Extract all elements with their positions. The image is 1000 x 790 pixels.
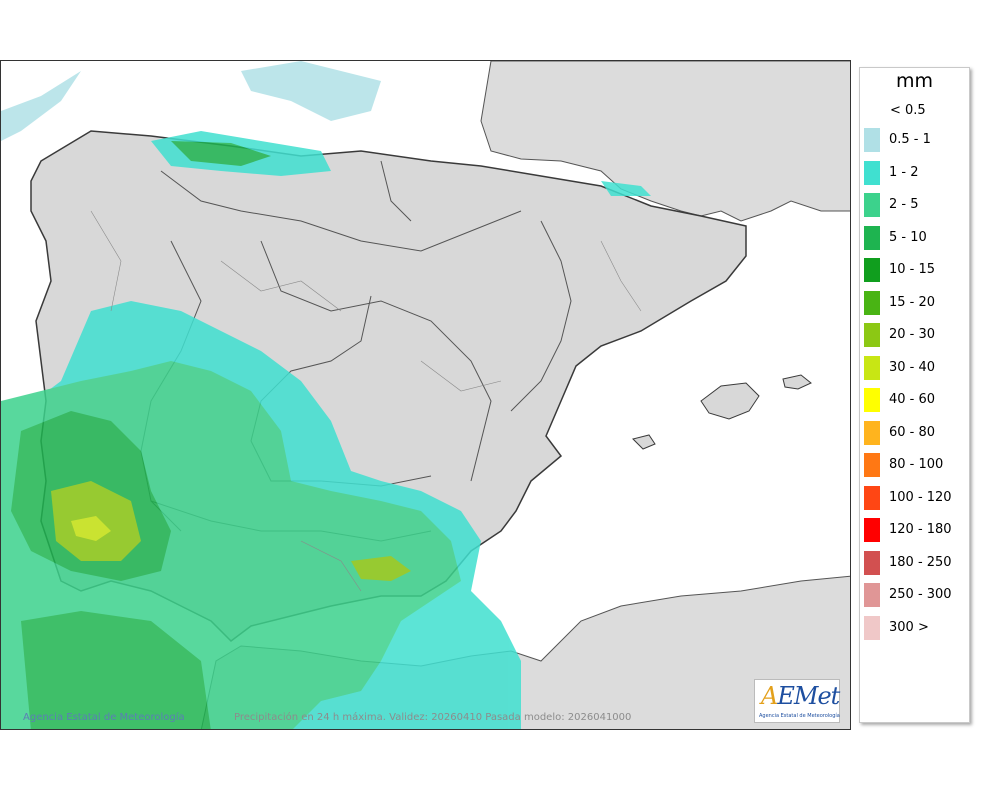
legend-label: 40 - 60 [889,392,936,407]
legend-item: 180 - 250 [864,550,969,575]
menorca [782,374,812,390]
legend-label: 10 - 15 [889,262,936,277]
legend-item: 30 - 40 [864,355,969,380]
aemet-logo: AEMet Agencia Estatal de Meteorología [754,679,840,723]
precipitation-map: Agencia Estatal de Meteorología Precipit… [0,60,851,730]
legend-item: 2 - 5 [864,193,969,217]
legend-label: 180 - 250 [889,554,952,570]
legend-item: 80 - 100 [864,453,969,477]
legend-swatch [864,290,880,315]
legend-swatch [864,583,880,607]
legend-label: 80 - 100 [889,457,944,472]
legend-label: 30 - 40 [889,359,936,375]
legend-label: 0.5 - 1 [889,132,931,147]
legend-first-label: < 0.5 [890,103,926,118]
legend-label: 1 - 2 [889,164,919,180]
legend-swatch [864,258,880,282]
legend-label: 120 - 180 [889,522,952,537]
ibiza [632,434,656,450]
legend-item: 40 - 60 [864,388,969,412]
legend: mm < 0.5 0.5 - 1 1 - 2 2 - 5 5 - 10 10 - 15 1… [859,67,970,723]
mallorca [700,382,760,420]
credit-text: Agencia Estatal de Meteorología [23,712,185,723]
legend-item: 5 - 10 [864,225,969,250]
legend-label: 300 > [889,619,929,635]
legend-item: 15 - 20 [864,290,969,315]
legend-item: 300 > [864,615,969,640]
legend-item: 100 - 120 [864,485,969,510]
legend-label: 100 - 120 [889,489,952,505]
legend-swatch [864,193,880,217]
province-lines [90,210,642,592]
legend-title: mm [895,70,934,92]
legend-item: 20 - 30 [864,323,969,347]
legend-label: 15 - 20 [889,294,936,310]
legend-label: 2 - 5 [889,197,919,212]
logo-wordmark: AEMet [761,682,840,710]
legend-label: 5 - 10 [889,229,927,245]
legend-item: 120 - 180 [864,518,969,542]
legend-swatch [864,160,880,185]
legend-swatch [864,420,880,445]
legend-item: 10 - 15 [864,258,969,282]
logo-subtitle: Agencia Estatal de Meteorología [759,713,840,719]
legend-swatch [864,388,880,412]
legend-label: 20 - 30 [889,327,936,342]
legend-swatch [864,355,880,380]
legend-swatch [864,518,880,542]
legend-item: 1 - 2 [864,160,969,185]
legend-label: 60 - 80 [889,424,936,440]
legend-swatch [864,615,880,640]
precipitation-overlay [1,61,651,729]
legend-item: 60 - 80 [864,420,969,445]
legend-item: 250 - 300 [864,583,969,607]
legend-item: 0.5 - 1 [864,128,969,152]
legend-swatch [864,550,880,575]
legend-swatch [864,128,880,152]
legend-swatch [864,485,880,510]
legend-swatch [864,225,880,250]
validity-text: Precipitación en 24 h máxima. Validez: 2… [234,712,632,723]
legend-swatch [864,323,880,347]
map-canvas [1,61,850,729]
legend-swatch [864,453,880,477]
legend-label: 250 - 300 [889,587,952,602]
